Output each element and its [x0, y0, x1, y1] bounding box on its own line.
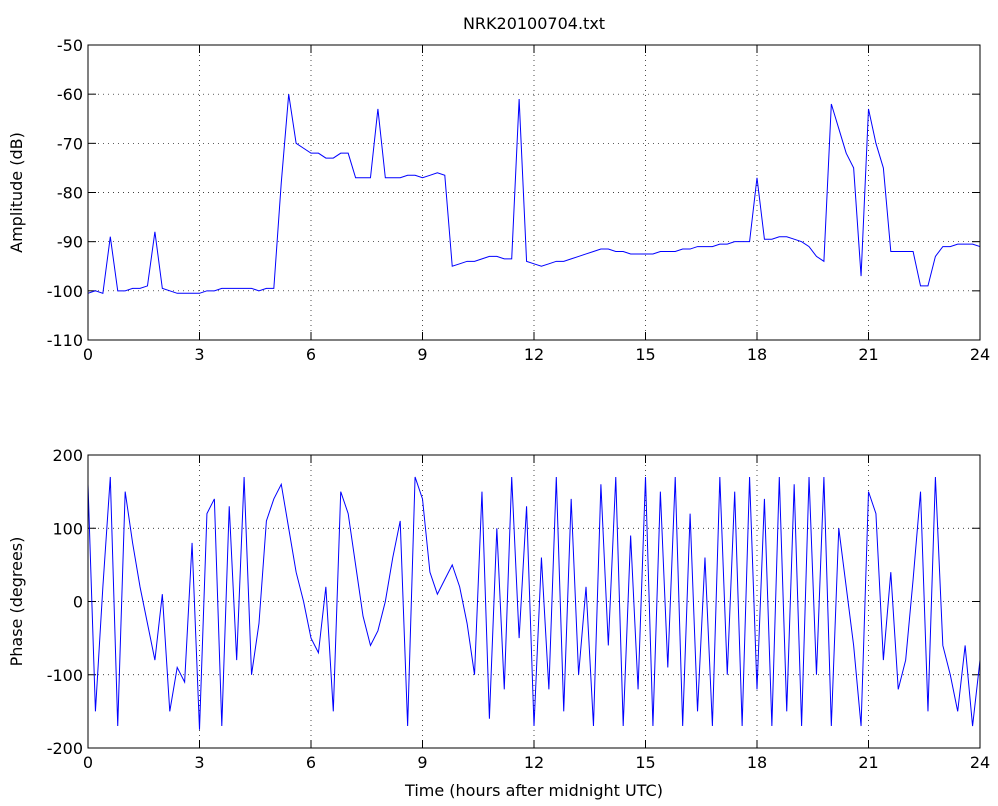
y-tick-label: -100 [47, 666, 83, 685]
x-tick-label: 12 [524, 753, 544, 772]
y-axis-label: Phase (degrees) [7, 537, 26, 667]
x-tick-label: 9 [417, 345, 427, 364]
x-tick-label: 24 [970, 345, 990, 364]
y-tick-label: -110 [47, 331, 83, 350]
x-tick-label: 6 [306, 345, 316, 364]
y-tick-label: -50 [57, 36, 83, 55]
y-tick-label: 200 [52, 446, 83, 465]
data-line [87, 476, 981, 730]
data-line [87, 94, 981, 294]
y-tick-label: -200 [47, 739, 83, 758]
x-tick-label: 3 [194, 753, 204, 772]
y-tick-label: -80 [57, 184, 83, 203]
chart-title: NRK20100704.txt [463, 14, 605, 33]
x-tick-label: 15 [635, 753, 655, 772]
y-axis-label: Amplitude (dB) [7, 132, 26, 253]
y-tick-label: -60 [57, 85, 83, 104]
x-axis-label: Time (hours after midnight UTC) [404, 781, 663, 800]
x-tick-label: 0 [83, 753, 93, 772]
x-tick-label: 21 [858, 753, 878, 772]
y-tick-label: -90 [57, 233, 83, 252]
x-tick-label: 6 [306, 753, 316, 772]
x-tick-label: 21 [858, 345, 878, 364]
axes-box [87, 454, 981, 749]
x-tick-label: 18 [747, 345, 767, 364]
y-tick-label: -70 [57, 134, 83, 153]
x-tick-label: 9 [417, 753, 427, 772]
y-tick-label: -100 [47, 282, 83, 301]
y-tick-label: 100 [52, 519, 83, 538]
x-tick-label: 15 [635, 345, 655, 364]
x-tick-label: 24 [970, 753, 990, 772]
x-tick-label: 18 [747, 753, 767, 772]
axes-box [87, 44, 981, 341]
x-tick-label: 12 [524, 345, 544, 364]
x-tick-label: 0 [83, 345, 93, 364]
y-tick-label: 0 [73, 593, 83, 612]
x-tick-label: 3 [194, 345, 204, 364]
